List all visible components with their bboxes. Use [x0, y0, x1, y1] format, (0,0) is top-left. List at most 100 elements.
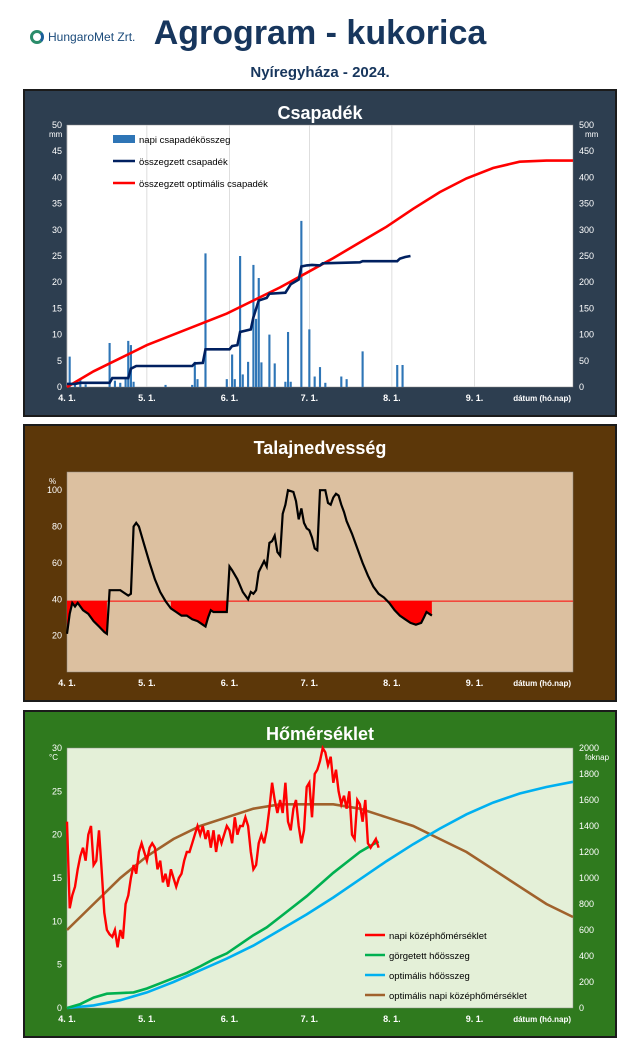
rolling-heat-sum-line: [66, 840, 380, 1010]
precip-bar: [289, 381, 292, 387]
precip-bar: [196, 379, 199, 387]
precip-bar: [164, 384, 167, 387]
legend-label: optimális hőösszeg: [389, 971, 470, 982]
y2-tick-label: 1800: [579, 769, 599, 779]
x-tick-label: 7. 1.: [301, 393, 319, 403]
precip-bar: [318, 367, 322, 387]
x-tick-label: 5. 1.: [138, 393, 156, 403]
precip-bar: [324, 382, 327, 387]
x-tick-label: 9. 1.: [466, 678, 484, 688]
y2-tick-label: 800: [579, 899, 594, 909]
plot-area: [66, 747, 574, 1009]
precip-bar: [396, 364, 399, 387]
x-tick-label: 4. 1.: [58, 393, 76, 403]
precip-bar: [284, 381, 287, 387]
precip-bar: [340, 376, 343, 387]
y-unit-label: mm: [49, 130, 63, 139]
x-tick-label: 9. 1.: [466, 393, 484, 403]
optimal-daily-temp-line: [66, 803, 574, 931]
x-axis-title: dátum (hó.nap): [513, 679, 571, 688]
precip-bar: [255, 318, 258, 387]
legend-label: optimális napi középhőmérséklet: [389, 991, 527, 1002]
x-tick-label: 4. 1.: [58, 1014, 76, 1024]
precip-bar: [68, 356, 71, 387]
x-tick-label: 6. 1.: [221, 1014, 239, 1024]
y2-tick-label: 400: [579, 172, 594, 182]
temp-chart: 0 5 10 15 20 25 30°C 0 200 400 600 800 1000 1200 1400 1…: [49, 743, 610, 1024]
y-unit-label: %: [49, 477, 56, 486]
soil-chart: 20 40 60 80 100% 4. 1. 5. 1. 6. 1. 7. 1. 8. 1. 9. …: [47, 471, 574, 688]
y-tick-label: 15: [52, 303, 62, 313]
y2-tick-label: 450: [579, 146, 594, 156]
y-unit-label: °C: [49, 753, 58, 762]
y-tick-label: 30: [52, 743, 62, 753]
company-logo: HungaroMet Zrt.: [30, 30, 135, 44]
precip-bar: [193, 361, 196, 387]
temp-panel: Hőmérséklet 0 5 10 15 20 25 30 °C 0 200 400 600 800 1…: [23, 710, 617, 1038]
precip-bar: [308, 329, 311, 387]
precip-bar: [127, 340, 130, 387]
precip-bar: [300, 220, 303, 387]
y2-tick-label: 1600: [579, 795, 599, 805]
precip-bar: [73, 384, 77, 387]
y2-tick-label: 100: [579, 330, 594, 340]
x-tick-label: 7. 1.: [301, 1014, 319, 1024]
temp-title: Hőmérséklet: [265, 724, 375, 744]
legend-label: görgetett hőösszeg: [389, 951, 470, 962]
precip-bar: [286, 331, 290, 387]
y-tick-label: 25: [52, 786, 62, 796]
y-tick-label: 100: [47, 485, 62, 495]
y2-tick-label: 600: [579, 925, 594, 935]
x-tick-label: 6. 1.: [221, 393, 239, 403]
y-tick-label: 60: [52, 558, 62, 568]
precip-bar: [252, 264, 255, 387]
legend-label: összegzett optimális csapadék: [139, 179, 268, 190]
y2-tick-label: 350: [579, 199, 594, 209]
y-tick-label: 25: [52, 251, 62, 261]
y-tick-label: 40: [52, 172, 62, 182]
precip-bar: [113, 380, 117, 387]
y2-tick-label: 0: [579, 382, 584, 392]
precip-title: Csapadék: [277, 103, 363, 123]
logo-icon: [30, 30, 44, 44]
logo-text: HungaroMet Zrt.: [48, 30, 136, 44]
y-tick-label: 5: [57, 356, 62, 366]
precip-bar: [124, 379, 127, 387]
x-axis-title: dátum (hó.nap): [513, 394, 571, 403]
precip-bar: [204, 253, 207, 387]
precip-bar: [231, 354, 234, 387]
y-tick-label: 80: [52, 522, 62, 532]
precip-bar: [260, 362, 263, 387]
y-tick-label: 15: [52, 873, 62, 883]
x-tick-label: 6. 1.: [221, 678, 239, 688]
x-tick-label: 4. 1.: [58, 678, 76, 688]
x-tick-label: 8. 1.: [383, 393, 401, 403]
y-tick-label: 0: [57, 382, 62, 392]
y2-tick-label: 300: [579, 225, 594, 235]
y2-tick-label: 2000: [579, 743, 599, 753]
y2-tick-label: 400: [579, 951, 594, 961]
precip-bar: [313, 376, 316, 387]
precip-bar: [268, 334, 271, 387]
precip-chart: 05101520253035404550mm050100150200250300…: [49, 120, 599, 403]
x-axis-title: dátum (hó.nap): [513, 1015, 571, 1024]
moisture-deficit-area: [67, 601, 107, 634]
precip-panel: Csapadék 0 5 10 15 20 25 30 35 40 45 50 mm 0 50 100 150…: [23, 89, 617, 417]
y-tick-label: 50: [52, 120, 62, 130]
soil-panel: Talajnedvesség 20 40 60 80 100% 4. 1. 5. 1. 6. …: [23, 424, 617, 702]
optimal-heat-sum-line: [66, 780, 574, 1010]
y2-tick-label: 200: [579, 277, 594, 287]
precip-bar: [345, 379, 348, 387]
page-subtitle: Nyíregyháza - 2024.: [250, 64, 390, 81]
y-tick-label: 0: [57, 1003, 62, 1013]
precip-bar: [241, 374, 244, 387]
y2-tick-label: 50: [579, 356, 589, 366]
page-title: Agrogram - kukorica: [153, 14, 487, 52]
precip-bar: [233, 379, 236, 387]
x-tick-label: 8. 1.: [383, 678, 401, 688]
precip-bar: [273, 363, 276, 387]
y2-tick-label: 150: [579, 303, 594, 313]
precip-bar: [247, 361, 250, 387]
y-tick-label: 20: [52, 631, 62, 641]
x-tick-label: 5. 1.: [138, 678, 156, 688]
